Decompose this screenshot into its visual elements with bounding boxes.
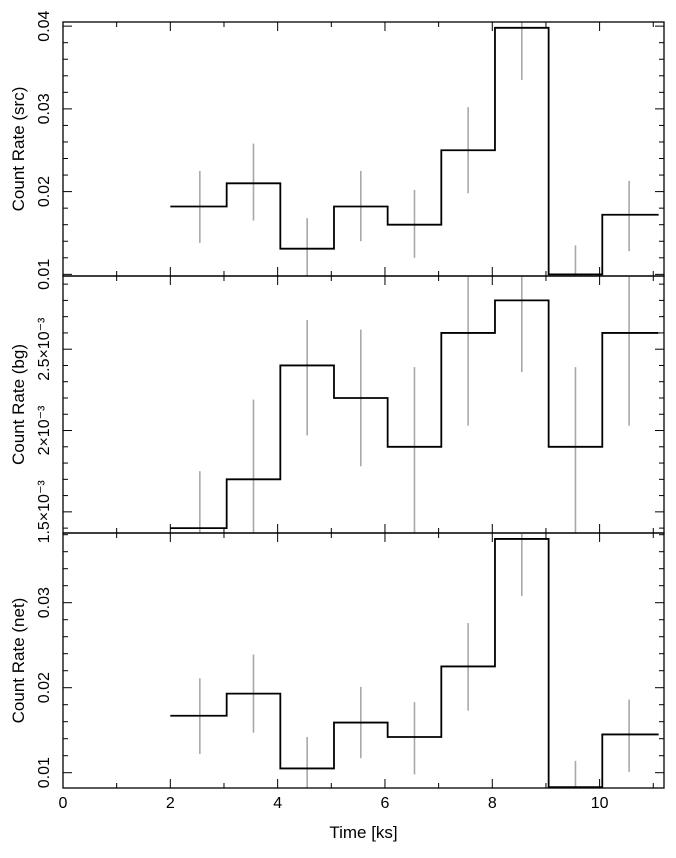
src-step-series [170, 26, 659, 276]
net-panel-frame [62, 532, 665, 789]
src-ytick-label: 0.04 [36, 10, 53, 41]
bg-ytick-label: 2.5×10⁻³ [36, 317, 53, 381]
src-ytick-label: 0.01 [36, 259, 53, 290]
net-ytick-label: 0.03 [36, 587, 53, 618]
src-ytick-label: 0.02 [36, 176, 53, 207]
xtick-label: 6 [381, 795, 390, 812]
bg-panel-frame [62, 275, 665, 534]
bg-ytick-label: 1.5×10⁻³ [36, 480, 53, 544]
src-ytick-label: 0.03 [36, 93, 53, 124]
net-ylabel: Count Rate (net) [9, 598, 28, 724]
net-ytick-label: 0.01 [36, 757, 53, 788]
net-ytick-label: 0.02 [36, 672, 53, 703]
src-ylabel: Count Rate (src) [9, 87, 28, 212]
net-step-series [170, 538, 659, 789]
bg-ytick-label: 2×10⁻³ [36, 405, 53, 455]
xtick-label: 0 [59, 795, 68, 812]
bg-step-series [170, 299, 659, 530]
xtick-label: 10 [591, 795, 609, 812]
src-panel-frame [62, 21, 665, 277]
xtick-label: 8 [488, 795, 497, 812]
xlabel: Time [ks] [329, 823, 397, 842]
xtick-label: 2 [166, 795, 175, 812]
xtick-label: 4 [273, 795, 282, 812]
bg-ylabel: Count Rate (bg) [9, 344, 28, 465]
